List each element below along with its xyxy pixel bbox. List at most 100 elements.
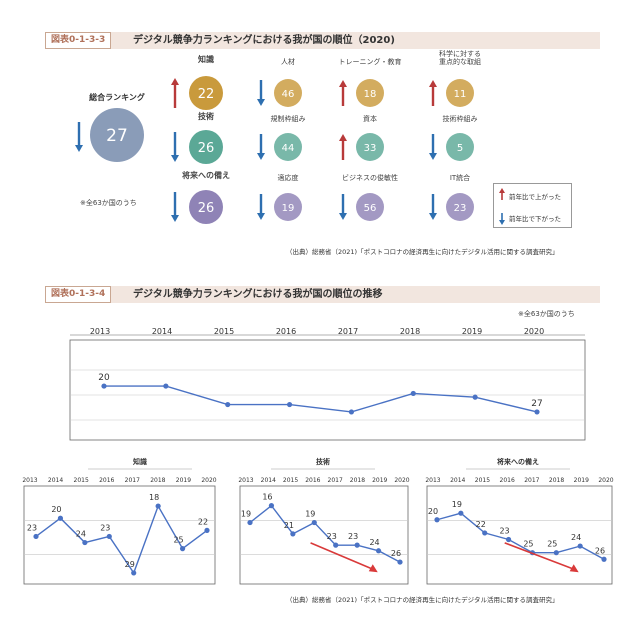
point-将来への備え-7 [601,556,607,562]
fig2-header: 図表0-1-3-4 デジタル競争力ランキングにおける我が国の順位の推移 [45,286,600,303]
point-overall-3 [286,401,293,408]
sub-value-0-2: 11 [454,89,467,100]
point-技術-4 [333,542,339,548]
point-知識-3 [106,533,112,540]
data-label-将来への備え-1: 19 [452,500,462,509]
point-技術-1 [268,503,275,509]
x-tick-将来への備え-7: 2020 [598,477,613,484]
sub-arrow-icon-2-2 [429,194,437,220]
x-tick-将来への備え-3: 2016 [500,477,515,484]
data-label-知識-4: 29 [125,560,135,569]
sub-value-2-1: 56 [364,203,377,214]
data-label-技術-0: 19 [241,510,251,519]
x-tick-将来への備え-4: 2017 [524,477,539,484]
x-tick-overall-3: 2016 [276,327,296,336]
series-line-将来への備え [436,512,605,560]
point-overall-2 [225,401,231,408]
overall-label: 総合ランキング [89,93,145,102]
fig1-id: 図表0-1-3-3 [45,32,112,49]
point-知識-4 [131,570,137,576]
point-overall-7 [534,409,540,415]
series-line-overall [104,385,538,413]
sub-label-1-1: 資本 [363,115,377,123]
sub-value-2-0: 19 [282,203,295,214]
x-tick-技術-3: 2016 [305,477,320,484]
x-tick-知識-0: 2013 [22,477,37,484]
fig1-note: ※全63か国のうち [80,199,137,207]
point-知識-5 [155,503,161,509]
data-label-知識-3: 23 [100,523,110,532]
x-tick-技術-2: 2015 [283,477,298,484]
sub-arrow-icon-0-1 [339,80,347,106]
data-label-知識-7: 22 [198,517,208,526]
sub-value-0-1: 18 [364,89,377,100]
sub-circle-1-0 [274,133,302,161]
group-label-0: 知識 [198,55,214,64]
sub-label-1-2: 技術枠組み [442,115,478,123]
series-line-技術 [249,504,401,563]
x-tick-知識-6: 2019 [176,477,191,484]
point-将来への備え-6 [577,543,583,549]
x-tick-知識-4: 2017 [125,477,140,484]
fig1-title: デジタル競争力ランキングにおける我が国の順位（2020) [133,35,395,46]
x-tick-技術-1: 2014 [261,477,276,484]
sub-circle-2-1 [356,193,384,221]
x-tick-overall-4: 2017 [338,327,358,336]
x-tick-overall-6: 2019 [462,327,482,336]
point-知識-0 [33,533,39,540]
sub-label-1-0: 規制枠組み [270,115,306,123]
fig2-title: デジタル競争力ランキングにおける我が国の順位の推移 [133,289,383,300]
sub-label-2-0: 適応度 [277,174,299,182]
point-技術-0 [247,519,253,526]
x-tick-知識-1: 2014 [48,477,63,484]
x-tick-将来への備え-2: 2015 [475,477,490,484]
data-label-overall-7: 27 [531,399,542,409]
point-overall-1 [163,383,169,389]
x-tick-overall-7: 2020 [524,327,544,336]
data-label-知識-2: 24 [76,530,86,539]
sub-arrow-icon-1-2 [429,134,437,160]
data-label-overall-0: 20 [98,373,110,383]
point-将来への備え-1 [458,510,464,516]
point-overall-0 [101,383,107,389]
chart-技術: 2013 2014 2015 2016 2017 2018 2019 2020 19 16 21 19… [238,477,410,585]
sub-value-0-0: 46 [282,89,295,100]
sub-arrow-icon-1-0 [257,134,265,160]
data-label-技術-1: 16 [262,493,272,502]
x-tick-将来への備え-6: 2019 [574,477,589,484]
fig2-source: （出典）総務省（2021)「ポストコロナの経済再生に向けたデジタル活用に関する調… [286,596,559,604]
sub-arrow-icon-2-0 [257,194,265,220]
data-label-知識-6: 25 [173,536,183,545]
group-arrow-icon-0 [171,78,179,108]
x-tick-技術-4: 2017 [328,477,343,484]
group-label-1: 技術 [198,112,214,121]
data-label-技術-4: 23 [327,532,337,541]
fig1-header: 図表0-1-3-3 デジタル競争力ランキングにおける我が国の順位（2020) [45,32,600,49]
sub-value-1-2: 5 [457,143,463,154]
data-label-将来への備え-2: 22 [476,520,486,529]
overall-circle [90,108,144,162]
group-arrow-icon-2 [171,192,179,222]
legend-box: 前年比で上がった 前年比で下がった [493,183,572,228]
small-chart-title-2: 将来への備え [497,457,539,466]
group-circle-2 [189,190,223,224]
group-circle-0 [189,76,223,110]
data-label-技術-2: 21 [284,521,294,530]
sub-arrow-icon-0-2 [429,80,437,106]
sub-circle-1-2 [446,133,474,161]
group-label-2: 将来への備え [182,171,230,180]
point-知識-7 [204,527,210,533]
point-overall-4 [348,409,355,415]
sub-circle-1-1 [356,133,384,161]
legend-up-label: 前年比で上がった [509,193,561,201]
x-tick-技術-6: 2019 [372,477,387,484]
group-arrow-icon-1 [171,132,179,162]
point-overall-6 [472,394,478,400]
data-label-将来への備え-7: 26 [595,546,605,555]
chart-知識: 2013 2014 2015 2016 2017 2018 2019 2020 23 20 24 23… [22,477,217,585]
x-tick-overall-5: 2018 [400,327,420,336]
trend-down-arrow-icon-2 [504,542,573,570]
data-label-将来への備え-4: 25 [523,540,533,549]
group-value-1: 26 [198,141,215,156]
